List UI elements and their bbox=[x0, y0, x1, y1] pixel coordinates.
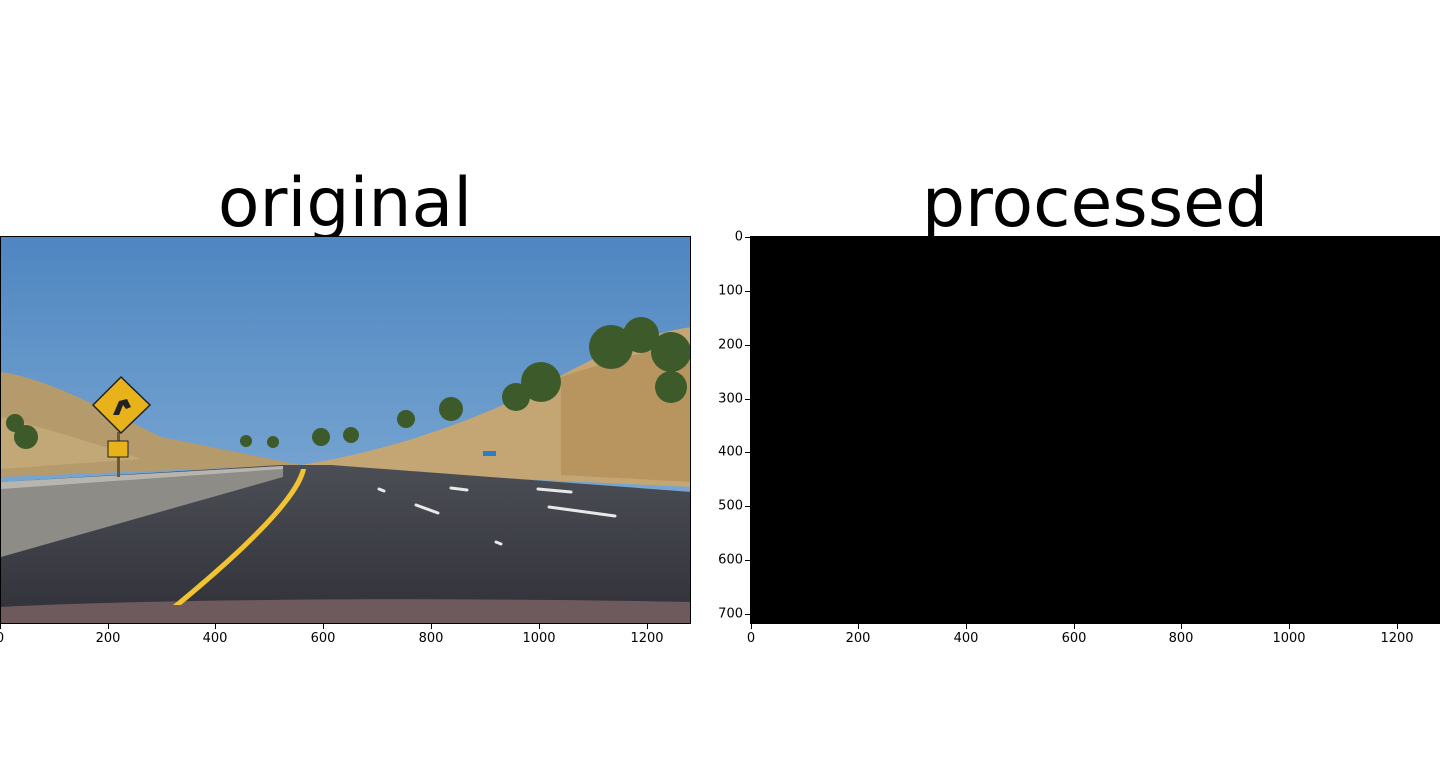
x-tick-label: 400 bbox=[953, 631, 979, 646]
x-tick-label: 600 bbox=[1061, 631, 1087, 646]
y-tick-label: 700 bbox=[718, 606, 743, 622]
y-tick-label: 100 bbox=[718, 283, 743, 299]
road-scene-photo bbox=[1, 237, 690, 623]
deer-crossing-sign bbox=[91, 375, 152, 477]
x-tick-label: 200 bbox=[845, 631, 871, 646]
blue-roadside-sign bbox=[483, 451, 496, 456]
x-tick-label: 200 bbox=[95, 631, 121, 646]
processed-title: processed bbox=[921, 164, 1269, 243]
y-tick-label: 500 bbox=[718, 498, 743, 514]
processed-image bbox=[750, 236, 1440, 624]
original-title: original bbox=[217, 164, 473, 243]
x-tick-label: 1200 bbox=[630, 631, 664, 646]
y-tick-label: 300 bbox=[718, 391, 743, 407]
y-tick-label: 600 bbox=[718, 552, 743, 568]
y-tick-label: 200 bbox=[718, 337, 743, 353]
original-image bbox=[0, 236, 691, 624]
x-tick-label: 0 bbox=[746, 631, 756, 646]
x-tick-label: 1000 bbox=[1272, 631, 1306, 646]
concrete-barrier bbox=[1, 466, 283, 557]
x-tick-label: 800 bbox=[1168, 631, 1194, 646]
x-tick-label: 1200 bbox=[1380, 631, 1414, 646]
x-tick-label: 0 bbox=[0, 632, 4, 645]
x-tick-label: 800 bbox=[418, 631, 444, 646]
trees bbox=[6, 317, 690, 449]
white-lane-dashes bbox=[377, 486, 617, 546]
y-tick-label: 0 bbox=[734, 229, 743, 245]
car-hood bbox=[1, 599, 690, 623]
y-tick-label: 400 bbox=[718, 444, 743, 460]
x-tick-label: 600 bbox=[310, 631, 336, 646]
x-tick-label: 1000 bbox=[522, 631, 556, 646]
x-tick-label: 400 bbox=[202, 631, 228, 646]
